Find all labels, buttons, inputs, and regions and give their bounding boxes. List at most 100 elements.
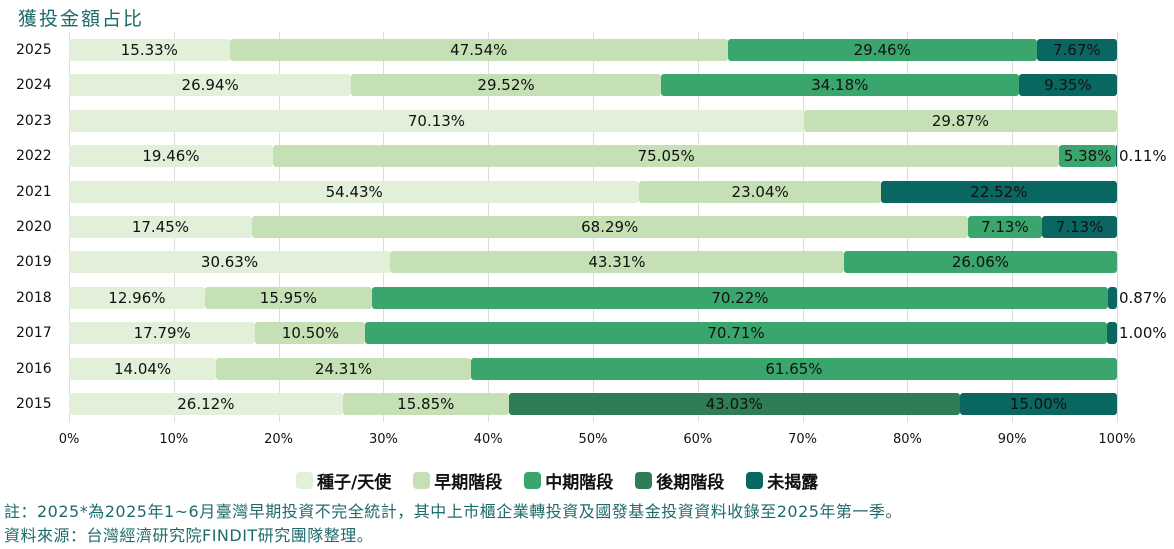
data-label: 10.50% xyxy=(281,324,340,343)
bar-segment xyxy=(204,286,372,309)
bar-segment xyxy=(69,393,343,415)
y-tick-label: 2024 xyxy=(16,77,52,94)
data-label: 29.52% xyxy=(477,76,535,95)
bar-segment xyxy=(1018,74,1117,97)
bar-segment xyxy=(69,74,352,97)
bar-segment xyxy=(1106,322,1117,345)
bar-segment xyxy=(959,393,1117,415)
data-label: 17.45% xyxy=(131,218,190,236)
y-tick-label: 2021 xyxy=(16,183,52,200)
bar-segment xyxy=(342,393,509,415)
legend-item: 後期階段 xyxy=(635,468,724,493)
data-label: 75.05% xyxy=(637,147,695,166)
footnote: 註：2025*為2025年1~6月臺灣早期投資不完全統計，其中上市櫃企業轉投資及… xyxy=(4,502,902,521)
data-label: 0.11% xyxy=(1119,147,1167,166)
bar-segment xyxy=(371,286,1108,309)
x-tick-label: 0% xyxy=(58,432,80,447)
y-tick-label: 2020 xyxy=(16,219,52,235)
bar-segment xyxy=(1107,286,1117,309)
bar-segment xyxy=(470,357,1117,380)
bar-segment xyxy=(967,216,1043,238)
bar-segment xyxy=(69,180,640,203)
bar-segment xyxy=(639,180,881,203)
chart-title: 獲投金額占比 xyxy=(18,8,145,30)
bar-segment xyxy=(365,322,1107,345)
bar-segment xyxy=(69,39,230,61)
x-tick-label: 90% xyxy=(997,432,1027,447)
bar-segment xyxy=(69,216,252,238)
x-tick-label: 60% xyxy=(683,432,713,447)
legend-label: 後期階段 xyxy=(656,473,725,493)
x-tick-label: 10% xyxy=(159,432,189,447)
data-label: 29.46% xyxy=(853,41,911,59)
bar-segment xyxy=(69,109,804,132)
bar-segment xyxy=(69,286,205,309)
y-tick-label: 2015 xyxy=(16,396,52,412)
data-label: 43.31% xyxy=(588,253,646,272)
bar-segment xyxy=(69,251,390,274)
legend-label: 早期階段 xyxy=(434,473,503,493)
data-label: 30.63% xyxy=(200,253,259,272)
legend-swatch xyxy=(746,472,764,489)
y-tick-label: 2018 xyxy=(16,289,52,306)
data-label: 34.18% xyxy=(811,76,869,95)
data-label: 9.35% xyxy=(1044,76,1092,95)
legend-swatch xyxy=(296,472,313,489)
source-note: 資料來源：台灣經濟研究院FINDIT研究團隊整理。 xyxy=(4,526,374,545)
legend-label: 種子/天使 xyxy=(317,473,392,493)
y-tick-label: 2025 xyxy=(16,42,52,58)
bar-segment xyxy=(69,357,217,380)
data-label: 26.94% xyxy=(181,76,239,95)
bar-segment xyxy=(1059,145,1116,168)
legend-swatch xyxy=(635,472,653,489)
bar-segment xyxy=(660,74,1019,97)
data-label: 26.06% xyxy=(951,253,1010,272)
x-tick-label: 100% xyxy=(1098,432,1136,447)
data-label: 15.33% xyxy=(120,41,178,59)
y-tick-label: 2023 xyxy=(16,112,52,129)
bar-segment xyxy=(272,145,1060,168)
gridline xyxy=(1117,32,1118,422)
legend-item: 種子/天使 xyxy=(296,468,391,493)
y-tick-label: 2016 xyxy=(16,360,52,377)
bar-segment xyxy=(880,180,1117,203)
legend-label: 未揭露 xyxy=(767,473,819,493)
data-label: 7.67% xyxy=(1052,41,1101,59)
data-label: 1.00% xyxy=(1119,324,1167,343)
y-tick-label: 2022 xyxy=(16,148,52,165)
x-tick-label: 80% xyxy=(892,432,922,447)
x-tick-label: 70% xyxy=(788,432,818,447)
x-tick-label: 50% xyxy=(578,432,608,447)
bar-segment xyxy=(1115,145,1117,168)
data-label: 70.22% xyxy=(711,288,769,307)
data-label: 54.43% xyxy=(325,182,383,201)
data-label: 12.96% xyxy=(108,288,166,307)
data-label: 29.87% xyxy=(931,111,990,130)
bar-segment xyxy=(229,39,728,61)
bar-segment xyxy=(390,251,844,274)
data-label: 0.87% xyxy=(1119,288,1167,307)
data-label: 19.46% xyxy=(142,147,200,166)
data-label: 5.38% xyxy=(1063,147,1112,166)
bar-segment xyxy=(1036,39,1117,61)
x-tick-label: 30% xyxy=(368,432,398,447)
data-label: 7.13% xyxy=(1055,218,1104,236)
data-label: 70.13% xyxy=(407,111,466,130)
bar-segment xyxy=(69,322,256,345)
legend-item: 早期階段 xyxy=(413,468,502,493)
legend-label: 中期階段 xyxy=(545,473,614,493)
bar-segment xyxy=(351,74,661,97)
data-label: 17.79% xyxy=(133,324,191,343)
data-label: 22.52% xyxy=(970,182,1028,201)
data-label: 70.71% xyxy=(707,324,765,343)
x-tick-label: 20% xyxy=(264,432,294,447)
x-tick-label: 40% xyxy=(473,432,503,447)
data-label: 15.95% xyxy=(259,288,317,307)
data-label: 61.65% xyxy=(765,359,823,378)
bar-segment xyxy=(251,216,968,238)
data-label: 43.03% xyxy=(705,395,763,413)
data-label: 24.31% xyxy=(314,359,373,378)
legend: 種子/天使 早期階段 中期階段 後期階段 未揭露 xyxy=(296,468,818,493)
data-label: 15.85% xyxy=(397,395,455,413)
